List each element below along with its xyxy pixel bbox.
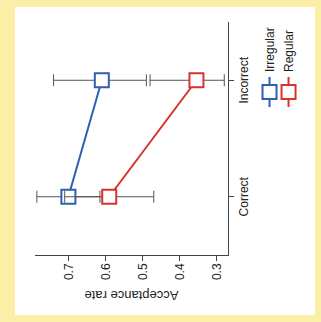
svg-text:Incorrect: Incorrect: [237, 56, 251, 103]
svg-text:0.3: 0.3: [210, 263, 224, 280]
svg-text:Irregular: Irregular: [263, 27, 277, 72]
svg-text:Acceptance rate: Acceptance rate: [84, 288, 178, 303]
svg-text:0.4: 0.4: [172, 263, 186, 280]
svg-text:Regular: Regular: [282, 30, 296, 72]
svg-text:0.6: 0.6: [98, 263, 112, 280]
svg-text:0.7: 0.7: [61, 263, 75, 280]
svg-text:0.5: 0.5: [135, 263, 149, 280]
svg-text:Correct: Correct: [237, 176, 251, 216]
